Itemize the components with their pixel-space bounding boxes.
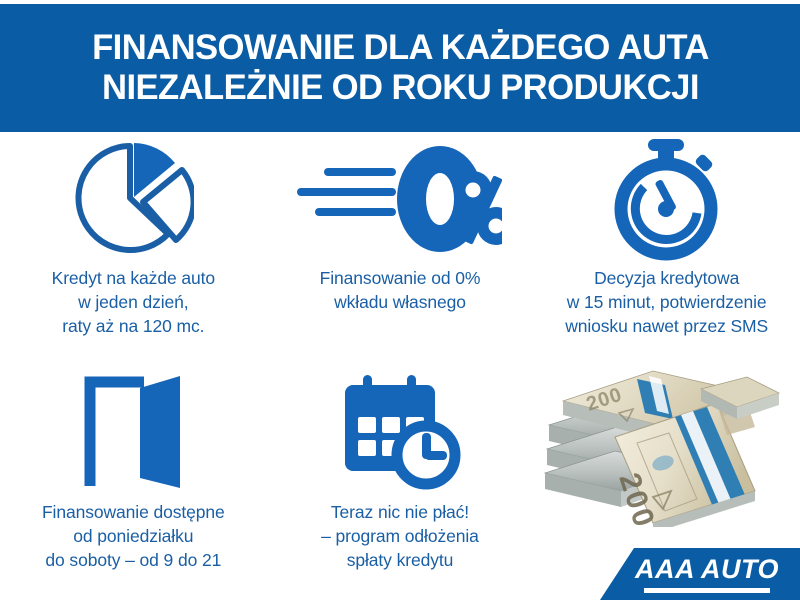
feature-caption: Finansowanie dostępne od poniedziałku do… [41,502,225,571]
stopwatch-icon-svg [614,139,718,261]
headline-line-2: NIEZALEŻNIE OD ROKU PRODUKCJI [101,68,699,107]
feature-item-decision-time: Decyzja kredytowa w 15 minut, potwierdze… [533,132,800,366]
calendar-clock-icon [337,372,463,494]
money-stacks-image: 200 [541,370,793,527]
feature-caption: Finansowanie od 0% wkładu własnego [319,268,481,313]
headline-line-1: FINANSOWANIE DLA KAŻDEGO AUTA [91,28,709,68]
feature-item-deferred-payment: Teraz nic nie płać! – program odłożenia … [267,366,534,600]
feature-caption: Decyzja kredytowa w 15 minut, potwierdze… [565,268,769,337]
feature-caption: Teraz nic nie płać! – program odłożenia … [321,502,479,571]
feature-caption: Kredyt na każde auto w jeden dzień, raty… [51,268,216,337]
open-door-icon-svg [84,376,181,488]
header-banner: FINANSOWANIE DLA KAŻDEGO AUTA NIEZALEŻNI… [0,4,800,132]
aaa-auto-logo[interactable]: AAA AUTO [600,548,800,600]
stopwatch-icon [604,138,730,261]
calendar-clock-icon-svg [344,375,461,490]
feature-item-money-image: 200 [533,366,800,600]
feature-item-opening-hours: Finansowanie dostępne od poniedziałku do… [0,366,267,600]
logo-text: AAA AUTO [635,553,779,584]
open-door-icon [72,372,194,494]
money-stacks-svg: 200 [543,370,780,527]
feature-item-credit: Kredyt na każde auto w jeden dzień, raty… [0,132,267,366]
zero-percent-icon-svg [297,146,503,252]
zero-percent-icon [297,138,503,260]
pie-chart-icon-svg [75,143,195,253]
logo-underline [644,587,770,593]
feature-grid: Kredyt na każde auto w jeden dzień, raty… [0,132,800,600]
pie-chart-icon [72,138,195,260]
feature-item-zero-percent: Finansowanie od 0% wkładu własnego [267,132,534,366]
